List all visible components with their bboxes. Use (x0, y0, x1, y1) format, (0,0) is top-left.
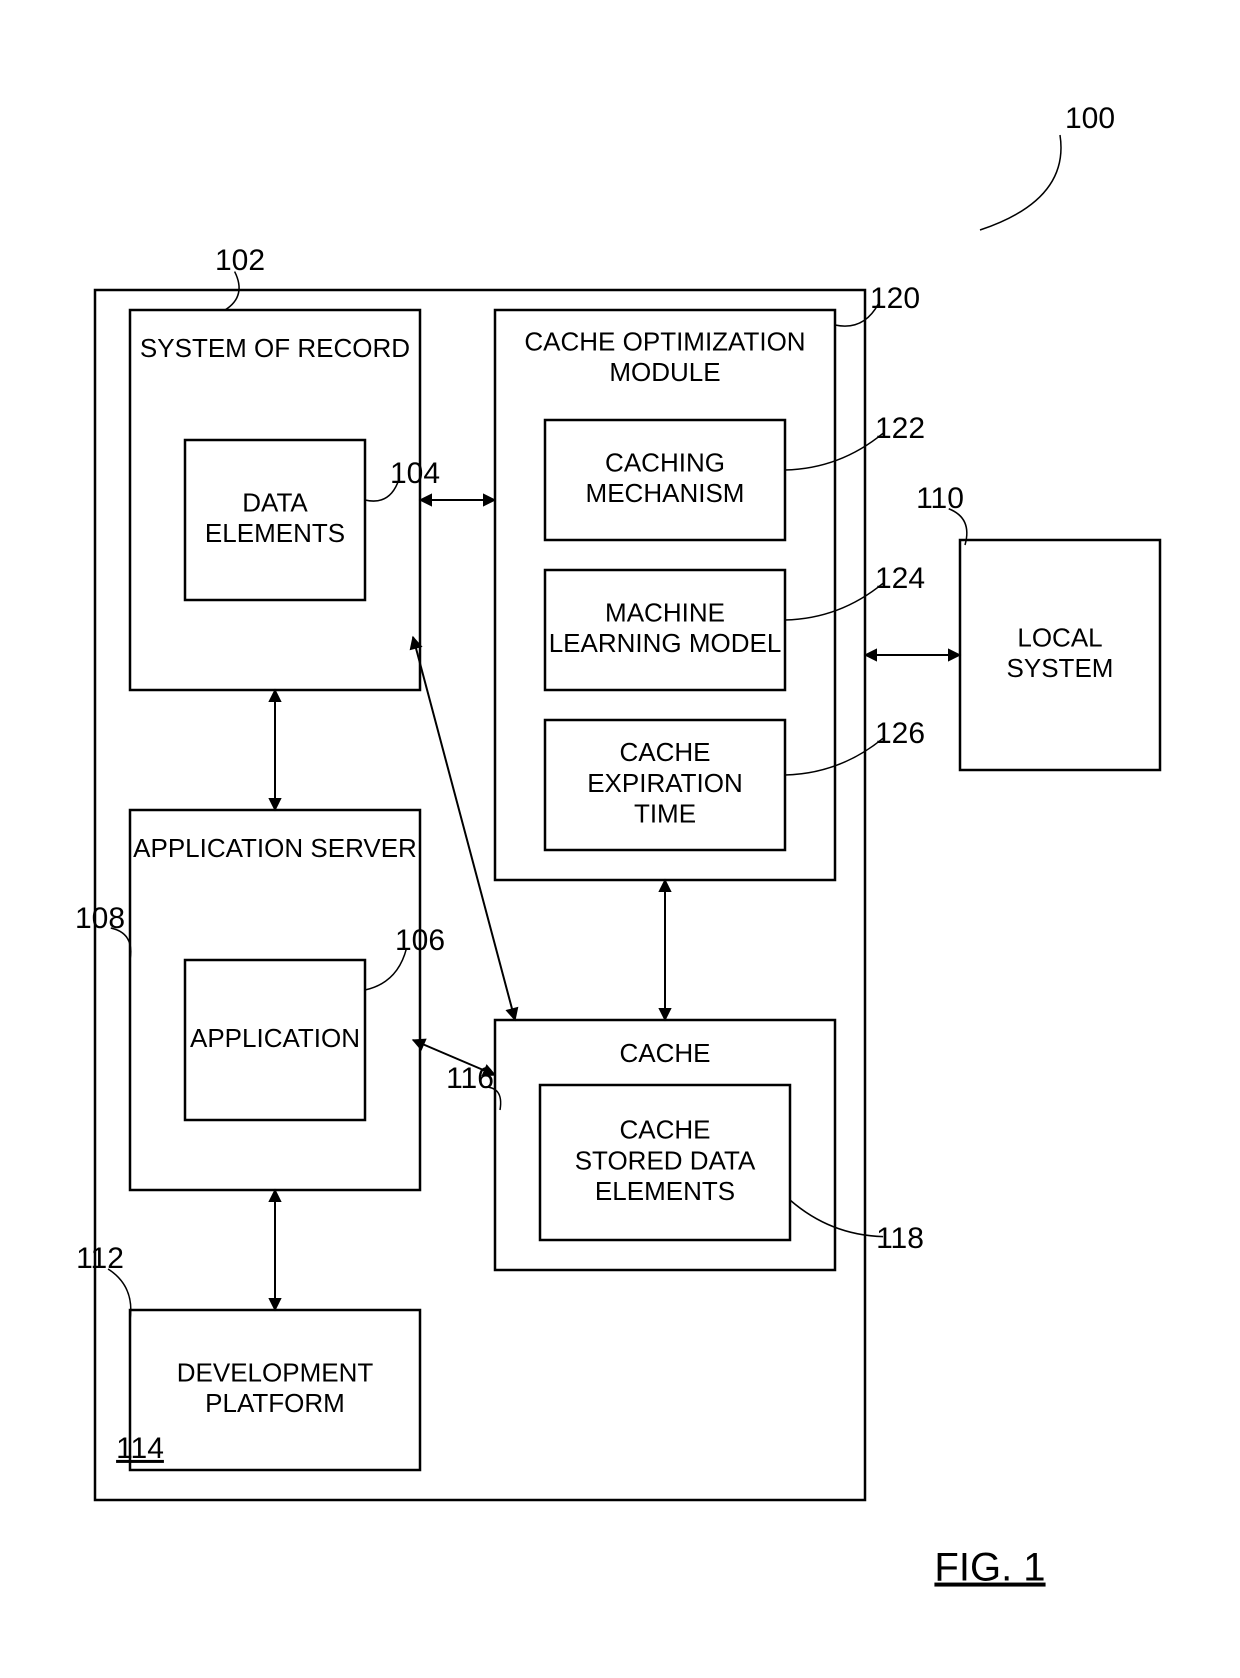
cache-stored-data-elements-label: CACHE (619, 1115, 710, 1145)
outer-container (95, 290, 865, 1500)
ref-120: 120 (870, 282, 920, 315)
figure-label: FIG. 1 (934, 1546, 1045, 1590)
cache-opt-item-label: LEARNING MODEL (549, 628, 782, 658)
ref-116: 116 (446, 1062, 494, 1095)
application-label: APPLICATION (190, 1023, 360, 1053)
leader-line (980, 135, 1061, 230)
cache-opt-item-label: MACHINE (605, 598, 725, 628)
cache-opt-item-label: TIME (634, 799, 696, 829)
application-server-box (130, 810, 420, 1190)
ref-108: 108 (75, 902, 125, 935)
leader-line (108, 1269, 131, 1320)
leader-line (790, 1200, 883, 1237)
cache-stored-data-elements-label: ELEMENTS (595, 1176, 735, 1206)
ref-106: 106 (395, 924, 445, 957)
system-of-record-label: SYSTEM OF RECORD (140, 333, 410, 363)
ref-118: 118 (876, 1222, 924, 1255)
cache-stored-data-elements-label: STORED DATA (575, 1145, 756, 1175)
local-system-label: LOCAL (1017, 623, 1102, 653)
ref-126: 126 (875, 717, 925, 750)
ref-124: 124 (875, 562, 925, 595)
data-elements-label: ELEMENTS (205, 518, 345, 548)
local-system-label: SYSTEM (1007, 653, 1114, 683)
cache-optimization-module-label: MODULE (609, 357, 720, 387)
cache-label: CACHE (619, 1038, 710, 1068)
ref-102: 102 (215, 244, 265, 277)
ref-112: 112 (76, 1242, 124, 1275)
data-elements-label: DATA (242, 488, 308, 518)
ref-100: 100 (1065, 102, 1115, 135)
cache-opt-item-label: MECHANISM (586, 478, 745, 508)
ref-104: 104 (390, 457, 440, 490)
cache-opt-item-label: CACHE (619, 737, 710, 767)
ref-110: 110 (916, 482, 964, 515)
cache-opt-item-label: EXPIRATION (587, 768, 743, 798)
cache-opt-item-label: CACHING (605, 448, 725, 478)
ref-114: 114 (116, 1432, 164, 1465)
cache-optimization-module-label: CACHE OPTIMIZATION (524, 327, 805, 357)
ref-122: 122 (875, 412, 925, 445)
development-platform-label: PLATFORM (205, 1388, 345, 1418)
application-server-label: APPLICATION SERVER (133, 833, 417, 863)
connector-arrow (413, 637, 515, 1020)
development-platform-label: DEVELOPMENT (177, 1358, 374, 1388)
